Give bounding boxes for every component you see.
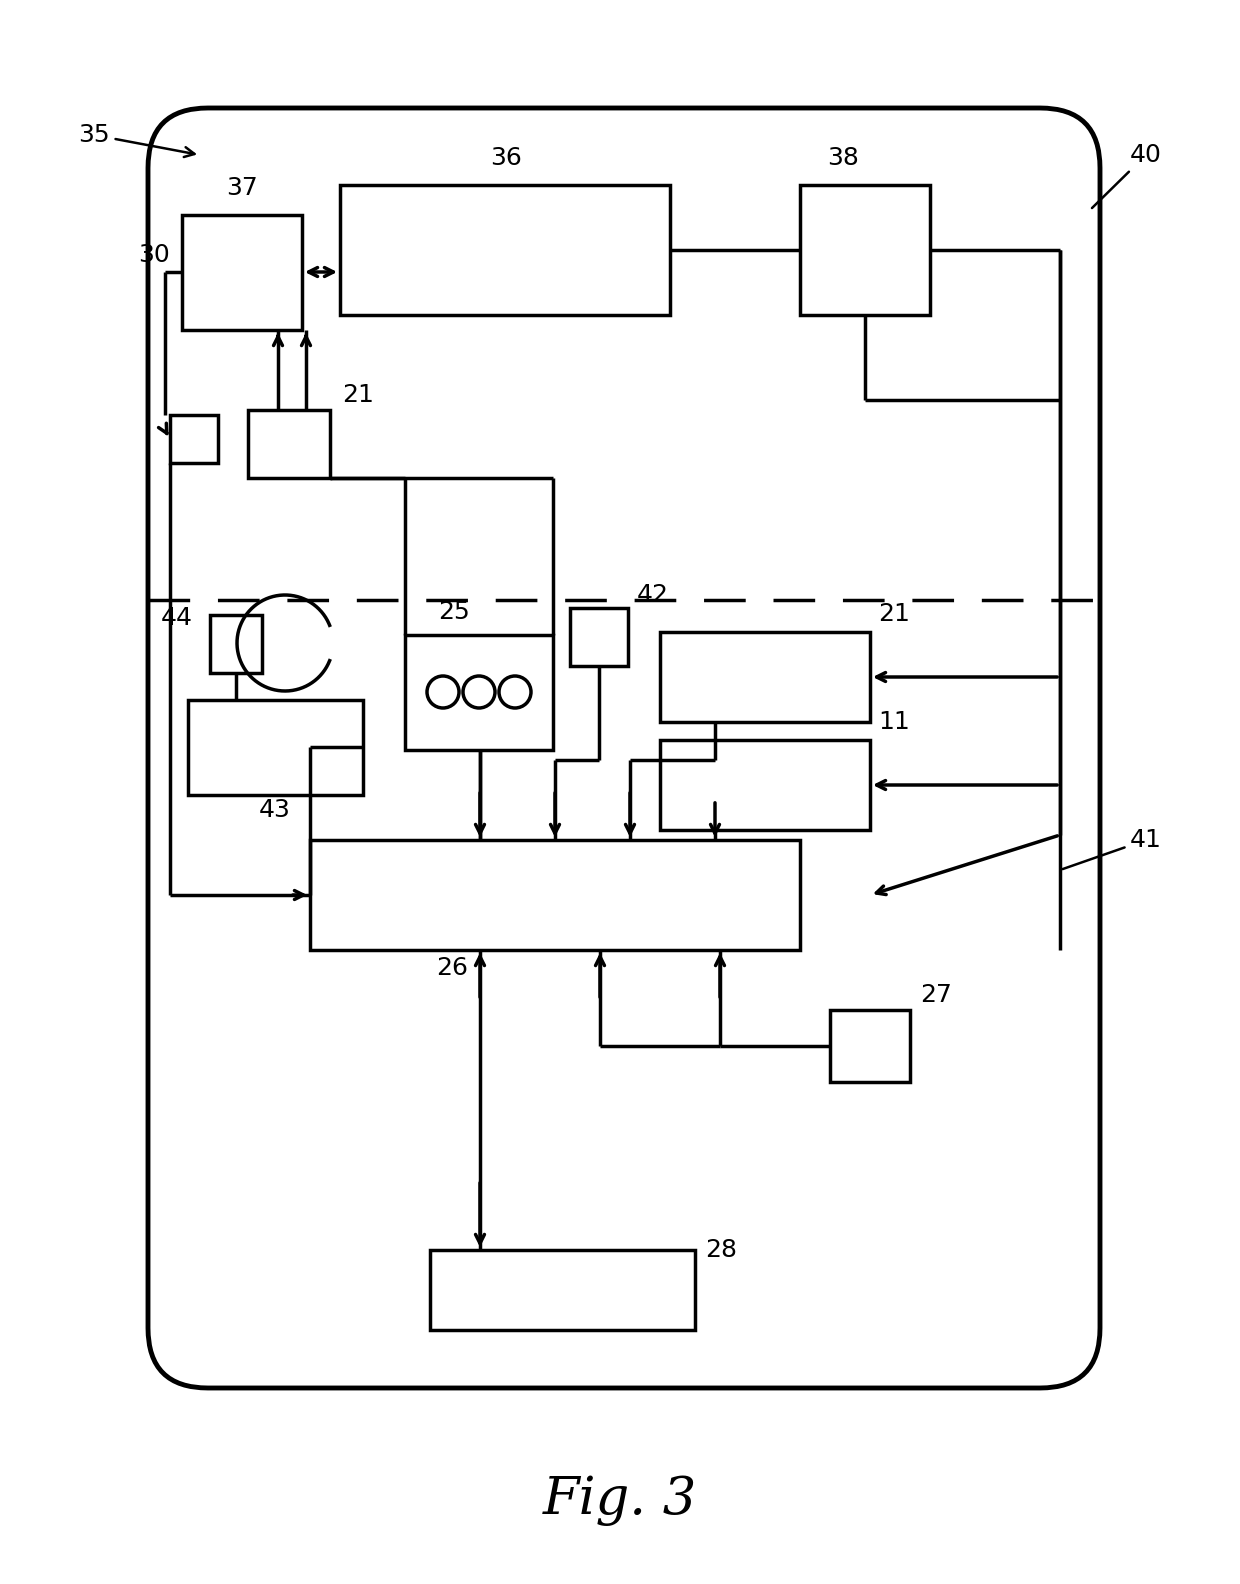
- Text: 21: 21: [342, 383, 374, 407]
- Bar: [660, 740, 870, 830]
- Bar: [188, 700, 363, 795]
- Text: 21: 21: [878, 602, 910, 626]
- Bar: [248, 410, 330, 478]
- Text: 43: 43: [259, 798, 291, 822]
- Text: 30: 30: [138, 242, 170, 268]
- Text: 25: 25: [438, 600, 470, 624]
- Bar: [800, 185, 930, 315]
- Text: 37: 37: [226, 176, 258, 200]
- Text: 28: 28: [706, 1239, 737, 1262]
- Bar: [182, 215, 303, 329]
- Bar: [340, 185, 670, 315]
- FancyBboxPatch shape: [148, 108, 1100, 1388]
- Text: 41: 41: [1063, 828, 1162, 870]
- Text: 26: 26: [436, 957, 467, 980]
- Text: 44: 44: [161, 607, 193, 630]
- Bar: [430, 1250, 694, 1331]
- Bar: [830, 1011, 910, 1082]
- Text: 27: 27: [920, 984, 952, 1007]
- Text: 11: 11: [878, 710, 910, 733]
- Text: 42: 42: [637, 583, 670, 607]
- Text: 40: 40: [1092, 143, 1162, 208]
- Bar: [210, 615, 262, 673]
- Bar: [570, 608, 627, 665]
- Bar: [310, 840, 800, 950]
- Text: 38: 38: [827, 146, 859, 169]
- Text: 35: 35: [78, 124, 195, 157]
- Bar: [170, 415, 218, 463]
- Bar: [660, 632, 870, 722]
- Bar: [405, 635, 553, 749]
- Text: 36: 36: [490, 146, 522, 169]
- Text: Fig. 3: Fig. 3: [543, 1475, 697, 1525]
